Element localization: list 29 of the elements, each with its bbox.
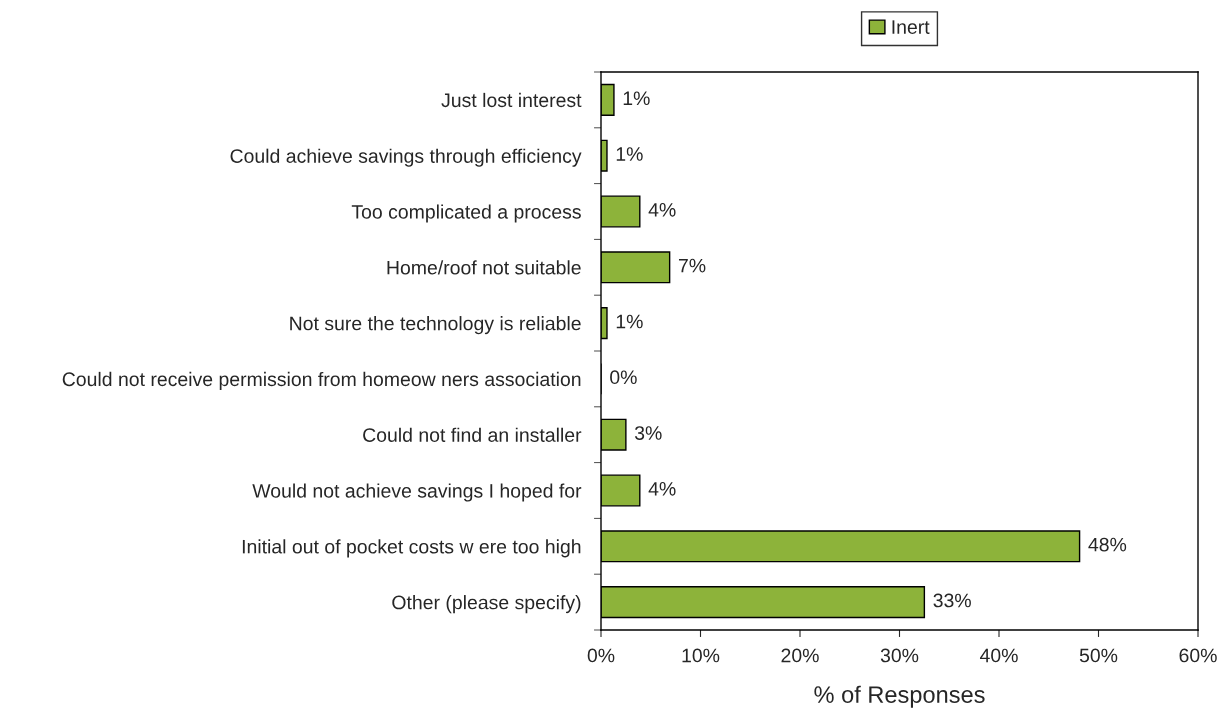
y-tick-label: Home/roof not suitable (387, 260, 581, 275)
data-label: 7% (678, 258, 706, 273)
y-tick-label: Other (please specify) (392, 595, 581, 614)
data-label: 33% (933, 593, 971, 608)
y-tick-label: Would not achieve savings I hoped for (252, 483, 582, 502)
data-label: 4% (648, 482, 676, 496)
x-axis-title: % of Responses (814, 685, 985, 708)
y-tick-label: Too complicated a process (351, 204, 581, 223)
data-label: 1% (623, 91, 650, 106)
x-tick-label: 0% (587, 648, 615, 663)
y-tick-label: Not sure the technology is reliable (290, 316, 581, 335)
data-label: 48% (1088, 537, 1127, 552)
data-label: 3% (634, 426, 662, 440)
y-tick-label: Could achieve savings through efficiency (230, 148, 582, 167)
y-tick-label: Initial out of pocket costs w ere too high (242, 539, 581, 558)
x-tick-label: 40% (979, 648, 1018, 663)
x-tick-label: 20% (781, 648, 819, 663)
y-tick-label: Just lost interest (441, 92, 582, 108)
x-tick-label: 10% (682, 648, 720, 663)
x-tick-label: 50% (1079, 648, 1118, 663)
data-label: 0% (610, 370, 637, 385)
legend-label: Inert (892, 20, 930, 34)
data-label: 1% (616, 314, 643, 329)
y-tick-label: Could not receive permission from homeow ners association (62, 371, 581, 390)
x-tick-label: 30% (880, 648, 919, 663)
x-tick-label: 60% (1179, 648, 1217, 663)
data-label: 1% (616, 147, 643, 161)
data-label: 4% (648, 203, 676, 217)
y-tick-label: Could not find an installer (363, 427, 582, 442)
